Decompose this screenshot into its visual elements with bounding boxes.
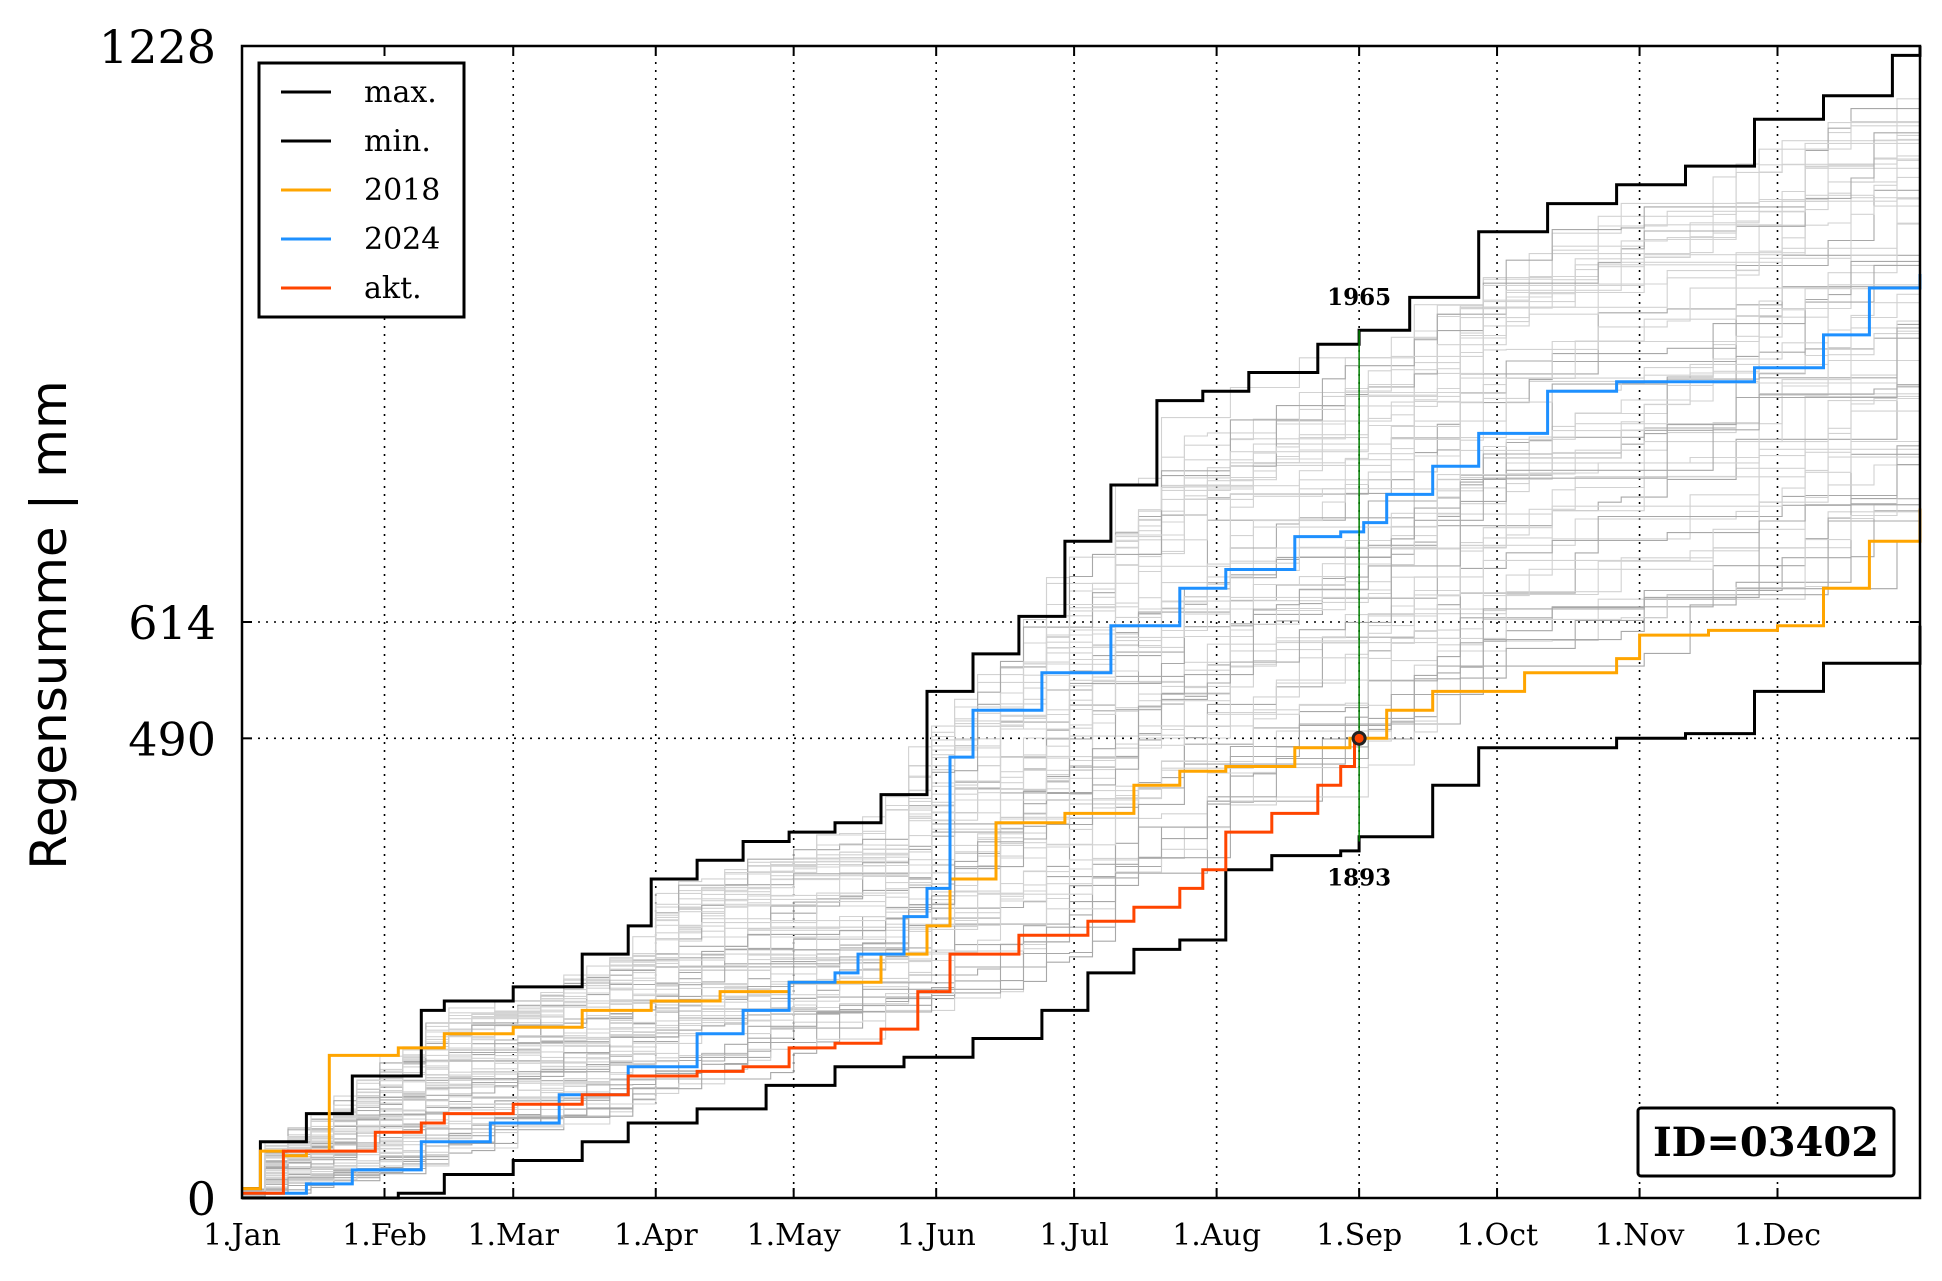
- annotation-layer: 1965 1893: [1327, 284, 1391, 891]
- historical-year-line: [242, 159, 1920, 1191]
- legend-label: 2018: [364, 173, 440, 208]
- historical-year-line: [242, 264, 1920, 1195]
- x-tick-label: 1.Sep: [1316, 1218, 1402, 1253]
- historical-year-line: [242, 453, 1920, 1195]
- series-line-akt: [242, 738, 1356, 1195]
- x-tick-label: 1.Nov: [1595, 1218, 1685, 1253]
- historical-year-line: [242, 288, 1920, 1194]
- historical-year-line: [242, 327, 1920, 1194]
- legend: max. min. 2018 2024 akt.: [257, 61, 466, 319]
- historical-year-line: [242, 150, 1921, 1193]
- historical-year-line: [242, 511, 1920, 1198]
- historical-year-line: [242, 142, 1920, 1192]
- historical-year-line: [242, 498, 1920, 1197]
- y-tick-label: 0: [187, 1172, 216, 1226]
- min-year-label: 1893: [1327, 865, 1391, 892]
- historical-year-line: [242, 520, 1920, 1198]
- historical-year-line: [242, 384, 1920, 1194]
- x-tick-label: 1.Jun: [897, 1218, 976, 1253]
- max-year-label: 1965: [1327, 284, 1391, 311]
- historical-year-line: [242, 125, 1920, 1190]
- historical-year-line: [242, 359, 1920, 1196]
- series-lines: [242, 46, 1922, 1200]
- current-value-marker: [1351, 730, 1367, 746]
- historical-year-line: [242, 397, 1920, 1196]
- x-tick-label: 1.Oct: [1456, 1218, 1538, 1253]
- historical-year-line: [242, 498, 1920, 1197]
- legend-label: max.: [364, 75, 437, 110]
- series-line-min: [242, 625, 1922, 1200]
- x-tick-label: 1.Feb: [342, 1218, 427, 1253]
- historical-year-line: [242, 393, 1920, 1194]
- series-line-2018: [242, 508, 1922, 1191]
- x-tick-label: 1.Jul: [1039, 1218, 1109, 1253]
- historical-year-line: [242, 464, 1920, 1197]
- historical-year-line: [242, 108, 1920, 1190]
- historical-year-line: [242, 504, 1920, 1197]
- historical-year-line: [242, 456, 1920, 1197]
- legend-label: 2024: [364, 222, 440, 257]
- x-tick-label: 1.Aug: [1172, 1218, 1261, 1253]
- x-tick-label: 1.May: [747, 1218, 841, 1253]
- y-tick-label: 614: [128, 596, 216, 650]
- historical-years-lines: [242, 95, 1921, 1198]
- station-id-frame: [1636, 1106, 1896, 1178]
- x-tick-label: 1.Mar: [467, 1218, 559, 1253]
- axis-ticks: 1.Jan 1.Feb 1.Mar 1.Apr 1.May 1.Jun 1.Jul 1.Aug…: [99, 20, 1920, 1253]
- legend-label: akt.: [364, 271, 422, 306]
- station-id-text: ID=03402: [1653, 1119, 1879, 1166]
- y-tick-label: 1228: [99, 20, 216, 74]
- x-tick-label: 1.Jan: [203, 1218, 281, 1253]
- x-tick-label: 1.Dec: [1734, 1218, 1821, 1253]
- y-axis-label: Regensumme | mm: [20, 380, 78, 869]
- x-tick-label: 1.Apr: [614, 1218, 698, 1253]
- station-id-box: ID=03402: [1636, 1106, 1896, 1178]
- y-tick-label: 490: [128, 712, 216, 766]
- series-line-max: [242, 46, 1922, 1191]
- legend-label: min.: [364, 124, 431, 159]
- historical-year-line: [242, 180, 1921, 1192]
- grid-lines: [242, 46, 1920, 1198]
- historical-year-line: [242, 302, 1920, 1194]
